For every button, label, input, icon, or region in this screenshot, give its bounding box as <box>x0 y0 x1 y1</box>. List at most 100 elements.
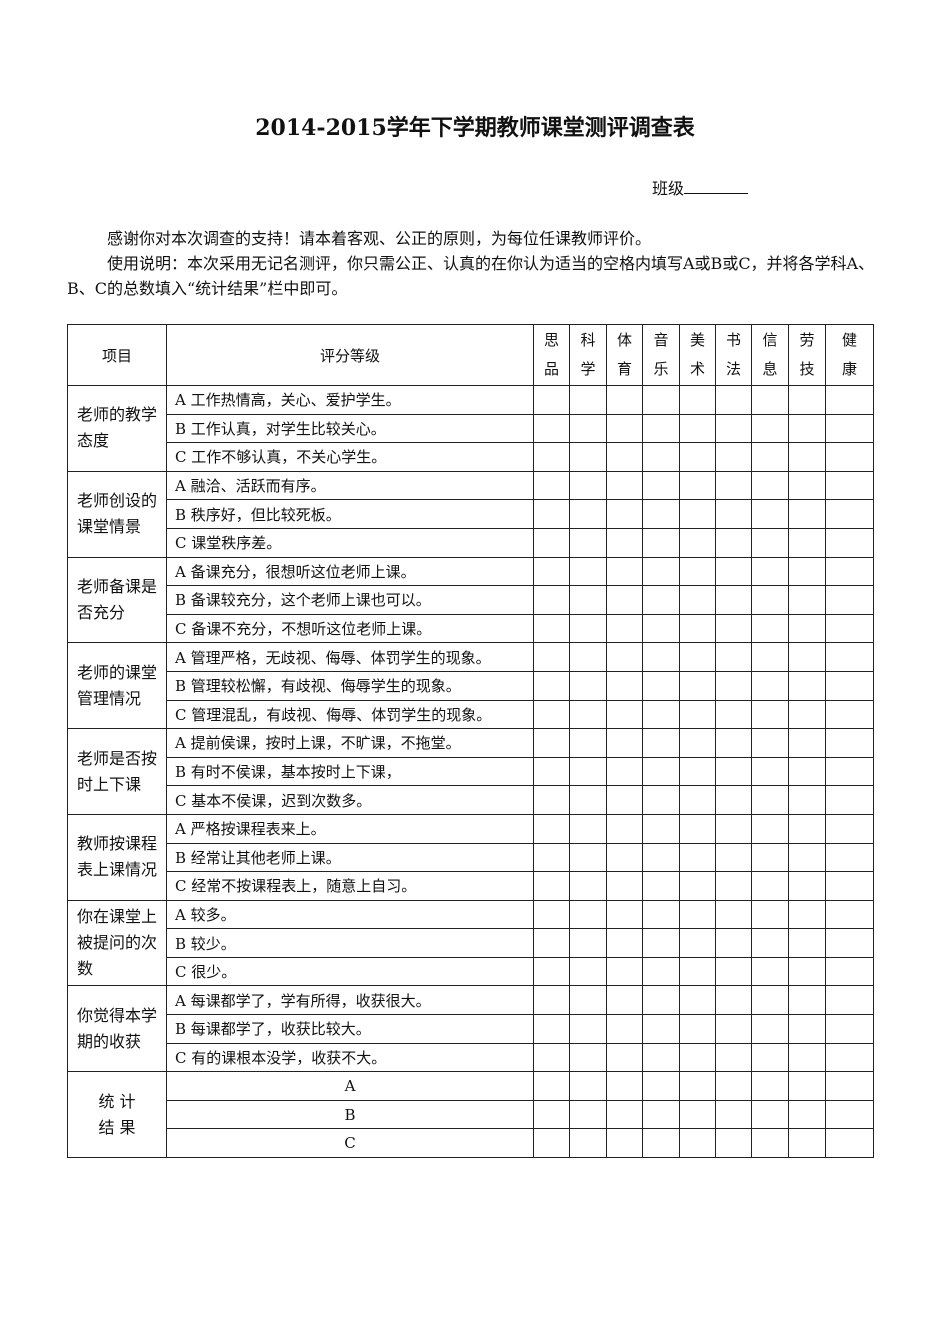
rating-cell[interactable] <box>679 956 716 987</box>
rating-cell[interactable] <box>788 899 826 930</box>
rating-cell[interactable] <box>715 442 752 472</box>
rating-cell[interactable] <box>533 785 570 815</box>
rating-cell[interactable] <box>569 785 607 815</box>
rating-cell[interactable] <box>679 1099 716 1130</box>
rating-cell[interactable] <box>825 871 874 901</box>
rating-cell[interactable] <box>788 385 826 415</box>
rating-cell[interactable] <box>533 642 570 672</box>
rating-cell[interactable] <box>569 1099 607 1130</box>
rating-cell[interactable] <box>606 442 643 472</box>
rating-cell[interactable] <box>751 442 789 472</box>
rating-cell[interactable] <box>788 670 826 701</box>
rating-cell[interactable] <box>679 928 716 958</box>
rating-cell[interactable] <box>679 413 716 444</box>
rating-cell[interactable] <box>533 1099 570 1130</box>
rating-cell[interactable] <box>751 956 789 987</box>
rating-cell[interactable] <box>606 670 643 701</box>
rating-cell[interactable] <box>533 442 570 472</box>
rating-cell[interactable] <box>642 756 680 787</box>
rating-cell[interactable] <box>751 527 789 558</box>
rating-cell[interactable] <box>679 728 716 758</box>
rating-cell[interactable] <box>751 785 789 815</box>
rating-cell[interactable] <box>825 985 874 1016</box>
rating-cell[interactable] <box>533 670 570 701</box>
rating-cell[interactable] <box>715 413 752 444</box>
rating-cell[interactable] <box>825 1071 874 1101</box>
rating-cell[interactable] <box>533 585 570 615</box>
rating-cell[interactable] <box>642 470 680 501</box>
rating-cell[interactable] <box>715 785 752 815</box>
rating-cell[interactable] <box>533 728 570 758</box>
rating-cell[interactable] <box>533 1014 570 1044</box>
rating-cell[interactable] <box>606 527 643 558</box>
rating-cell[interactable] <box>751 928 789 958</box>
rating-cell[interactable] <box>642 385 680 415</box>
rating-cell[interactable] <box>642 928 680 958</box>
rating-cell[interactable] <box>679 899 716 930</box>
rating-cell[interactable] <box>606 642 643 672</box>
rating-cell[interactable] <box>715 385 752 415</box>
rating-cell[interactable] <box>679 613 716 644</box>
rating-cell[interactable] <box>569 470 607 501</box>
rating-cell[interactable] <box>751 556 789 587</box>
rating-cell[interactable] <box>751 1099 789 1130</box>
rating-cell[interactable] <box>751 470 789 501</box>
rating-cell[interactable] <box>715 1042 752 1073</box>
rating-cell[interactable] <box>642 585 680 615</box>
rating-cell[interactable] <box>825 699 874 730</box>
rating-cell[interactable] <box>679 1042 716 1073</box>
rating-cell[interactable] <box>751 670 789 701</box>
rating-cell[interactable] <box>715 1099 752 1130</box>
rating-cell[interactable] <box>715 642 752 672</box>
rating-cell[interactable] <box>715 928 752 958</box>
rating-cell[interactable] <box>788 527 826 558</box>
rating-cell[interactable] <box>533 899 570 930</box>
rating-cell[interactable] <box>606 385 643 415</box>
rating-cell[interactable] <box>569 385 607 415</box>
rating-cell[interactable] <box>606 413 643 444</box>
rating-cell[interactable] <box>569 1014 607 1044</box>
rating-cell[interactable] <box>825 442 874 472</box>
rating-cell[interactable] <box>715 813 752 844</box>
rating-cell[interactable] <box>788 928 826 958</box>
rating-cell[interactable] <box>751 728 789 758</box>
rating-cell[interactable] <box>642 413 680 444</box>
rating-cell[interactable] <box>533 756 570 787</box>
rating-cell[interactable] <box>606 699 643 730</box>
rating-cell[interactable] <box>606 585 643 615</box>
rating-cell[interactable] <box>715 956 752 987</box>
rating-cell[interactable] <box>751 985 789 1016</box>
rating-cell[interactable] <box>825 756 874 787</box>
rating-cell[interactable] <box>533 413 570 444</box>
rating-cell[interactable] <box>642 1099 680 1130</box>
rating-cell[interactable] <box>788 871 826 901</box>
rating-cell[interactable] <box>788 985 826 1016</box>
rating-cell[interactable] <box>788 1071 826 1101</box>
rating-cell[interactable] <box>788 785 826 815</box>
rating-cell[interactable] <box>679 585 716 615</box>
rating-cell[interactable] <box>569 1128 607 1159</box>
rating-cell[interactable] <box>569 928 607 958</box>
rating-cell[interactable] <box>606 728 643 758</box>
rating-cell[interactable] <box>642 985 680 1016</box>
rating-cell[interactable] <box>533 470 570 501</box>
rating-cell[interactable] <box>751 613 789 644</box>
rating-cell[interactable] <box>642 871 680 901</box>
rating-cell[interactable] <box>606 785 643 815</box>
rating-cell[interactable] <box>569 699 607 730</box>
rating-cell[interactable] <box>825 613 874 644</box>
rating-cell[interactable] <box>679 670 716 701</box>
rating-cell[interactable] <box>825 1042 874 1073</box>
rating-cell[interactable] <box>788 1099 826 1130</box>
rating-cell[interactable] <box>569 585 607 615</box>
rating-cell[interactable] <box>642 785 680 815</box>
rating-cell[interactable] <box>788 442 826 472</box>
rating-cell[interactable] <box>569 670 607 701</box>
rating-cell[interactable] <box>569 413 607 444</box>
rating-cell[interactable] <box>533 813 570 844</box>
rating-cell[interactable] <box>606 813 643 844</box>
rating-cell[interactable] <box>715 527 752 558</box>
rating-cell[interactable] <box>679 1128 716 1159</box>
rating-cell[interactable] <box>715 1014 752 1044</box>
rating-cell[interactable] <box>642 956 680 987</box>
